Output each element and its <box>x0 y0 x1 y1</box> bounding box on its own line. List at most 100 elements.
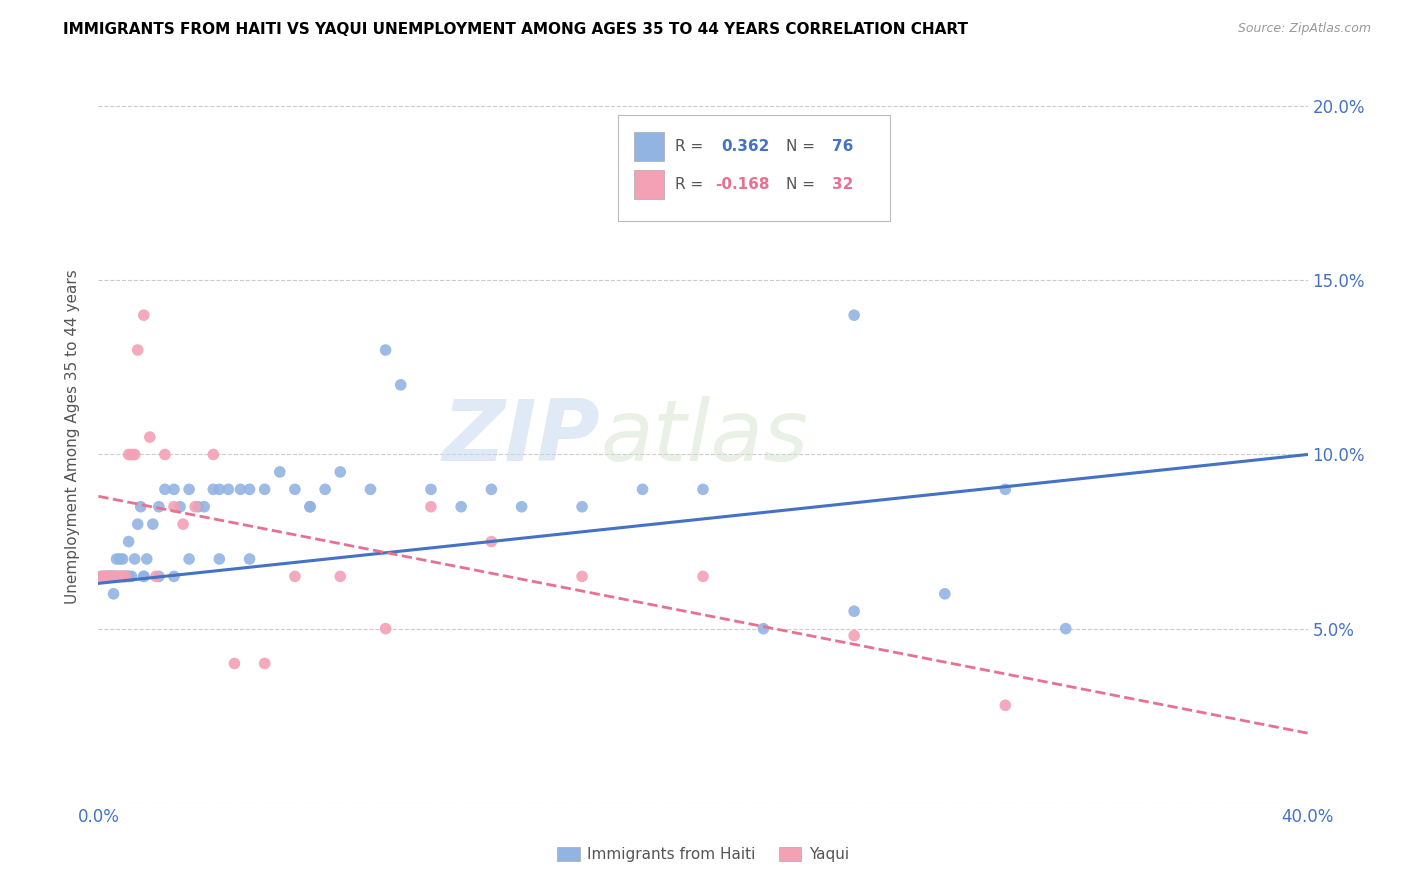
Point <box>105 569 128 583</box>
Text: Source: ZipAtlas.com: Source: ZipAtlas.com <box>1237 22 1371 36</box>
Point <box>163 483 186 497</box>
Text: R =: R = <box>675 178 709 193</box>
Point <box>96 569 118 583</box>
Point <box>139 430 162 444</box>
Point <box>153 483 176 497</box>
Point <box>121 448 143 462</box>
Point <box>374 622 396 636</box>
Point <box>420 483 443 497</box>
Point <box>934 587 956 601</box>
Point <box>132 569 155 583</box>
Point <box>224 657 246 671</box>
Point <box>145 569 167 583</box>
Point <box>108 552 131 566</box>
Text: 32: 32 <box>832 178 853 193</box>
Text: IMMIGRANTS FROM HAITI VS YAQUI UNEMPLOYMENT AMONG AGES 35 TO 44 YEARS CORRELATIO: IMMIGRANTS FROM HAITI VS YAQUI UNEMPLOYM… <box>63 22 969 37</box>
Point <box>329 465 352 479</box>
Point <box>114 569 136 583</box>
Point <box>571 569 593 583</box>
Point <box>314 483 336 497</box>
Point <box>510 500 533 514</box>
Point <box>692 483 714 497</box>
Point <box>103 569 125 583</box>
FancyBboxPatch shape <box>619 115 890 221</box>
Point <box>105 552 128 566</box>
Point <box>96 569 118 583</box>
Point <box>752 622 775 636</box>
Point <box>172 517 194 532</box>
Point <box>103 569 125 583</box>
Point <box>269 465 291 479</box>
Point <box>96 569 118 583</box>
Point <box>844 604 866 618</box>
Point <box>253 657 276 671</box>
Point <box>100 569 122 583</box>
Text: atlas: atlas <box>600 395 808 479</box>
Point <box>1054 622 1077 636</box>
Point <box>118 569 141 583</box>
Point <box>571 500 593 514</box>
Point <box>142 517 165 532</box>
Point <box>124 552 146 566</box>
Point <box>118 569 141 583</box>
Point <box>202 483 225 497</box>
Point <box>179 552 201 566</box>
Point <box>108 569 131 583</box>
Point <box>329 569 352 583</box>
Point <box>100 569 122 583</box>
Text: N =: N = <box>786 178 820 193</box>
Point <box>360 483 382 497</box>
Point <box>187 500 209 514</box>
Point <box>450 500 472 514</box>
Text: R =: R = <box>675 139 709 154</box>
Point <box>132 569 155 583</box>
Point <box>111 569 134 583</box>
Point <box>153 448 176 462</box>
Point <box>96 569 118 583</box>
Point <box>193 500 215 514</box>
Point <box>299 500 322 514</box>
Point <box>299 500 322 514</box>
Point <box>108 569 131 583</box>
Point <box>100 569 122 583</box>
Point <box>103 569 125 583</box>
Point <box>129 500 152 514</box>
Bar <box>634 170 664 199</box>
Point <box>111 552 134 566</box>
Point <box>994 698 1017 713</box>
Point <box>481 483 503 497</box>
Point <box>284 569 307 583</box>
Point <box>229 483 252 497</box>
Point <box>105 569 128 583</box>
Point <box>179 483 201 497</box>
Point <box>127 517 149 532</box>
Point <box>163 500 186 514</box>
Point <box>148 500 170 514</box>
Point <box>111 569 134 583</box>
Point <box>692 569 714 583</box>
Text: 76: 76 <box>832 139 853 154</box>
Point <box>108 569 131 583</box>
Point <box>253 483 276 497</box>
Point <box>202 448 225 462</box>
Point <box>169 500 191 514</box>
Point <box>239 483 262 497</box>
Point <box>121 569 143 583</box>
Point <box>93 569 115 583</box>
Point <box>132 308 155 322</box>
Point <box>103 587 125 601</box>
Point <box>93 569 115 583</box>
Text: N =: N = <box>786 139 820 154</box>
Point <box>111 569 134 583</box>
Point <box>284 483 307 497</box>
Point <box>481 534 503 549</box>
Point <box>124 448 146 462</box>
Point <box>844 308 866 322</box>
Point <box>208 552 231 566</box>
Text: -0.168: -0.168 <box>716 178 769 193</box>
Point <box>389 377 412 392</box>
Point <box>208 483 231 497</box>
Point <box>844 629 866 643</box>
Point <box>90 569 112 583</box>
Point <box>374 343 396 357</box>
